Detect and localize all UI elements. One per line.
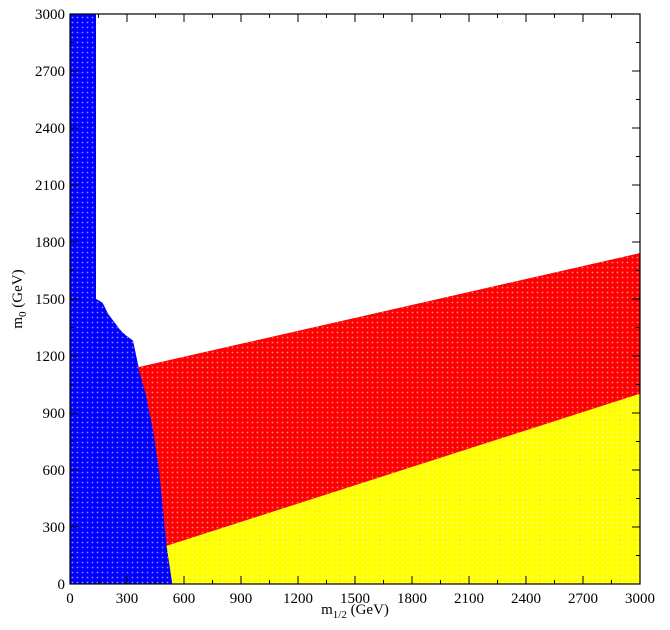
x-tick-label: 1500 [340,591,370,607]
x-tick-label: 2400 [511,591,541,607]
x-tick-label: 300 [116,591,139,607]
x-tick-label: 0 [66,591,74,607]
axis-title-main: m [10,317,26,329]
region-2-texture [166,394,640,584]
y-tick-label: 2700 [35,64,65,80]
y-tick-label: 3000 [35,7,65,23]
axis-title-unit: (GeV) [347,602,389,618]
y-tick-label: 1200 [35,349,65,365]
axis-title-unit: (GeV) [10,269,26,311]
x-tick-label: 1800 [397,591,427,607]
y-tick-label: 1800 [35,235,65,251]
y-tick-label: 600 [43,463,66,479]
axis-title-sub: 0 [17,311,29,317]
x-tick-label: 900 [230,591,253,607]
x-tick-label: 3000 [625,591,655,607]
axis-title-main: m [321,602,333,618]
x-tick-label: 2100 [454,591,484,607]
axis-title-sub: 1/2 [333,609,347,621]
y-tick-label: 900 [43,406,66,422]
x-tick-label: 2700 [568,591,598,607]
y-axis-title: m0 (GeV) [10,269,29,328]
x-axis-title: m1/2 (GeV) [321,602,389,621]
region-0-texture [70,14,173,584]
y-tick-label: 1500 [35,292,65,308]
y-tick-label: 2100 [35,178,65,194]
region-1-texture [138,253,640,546]
y-tick-label: 0 [58,577,66,593]
y-tick-label: 2400 [35,121,65,137]
x-tick-label: 1200 [283,591,313,607]
y-tick-label: 300 [43,520,66,536]
x-tick-label: 600 [173,591,196,607]
